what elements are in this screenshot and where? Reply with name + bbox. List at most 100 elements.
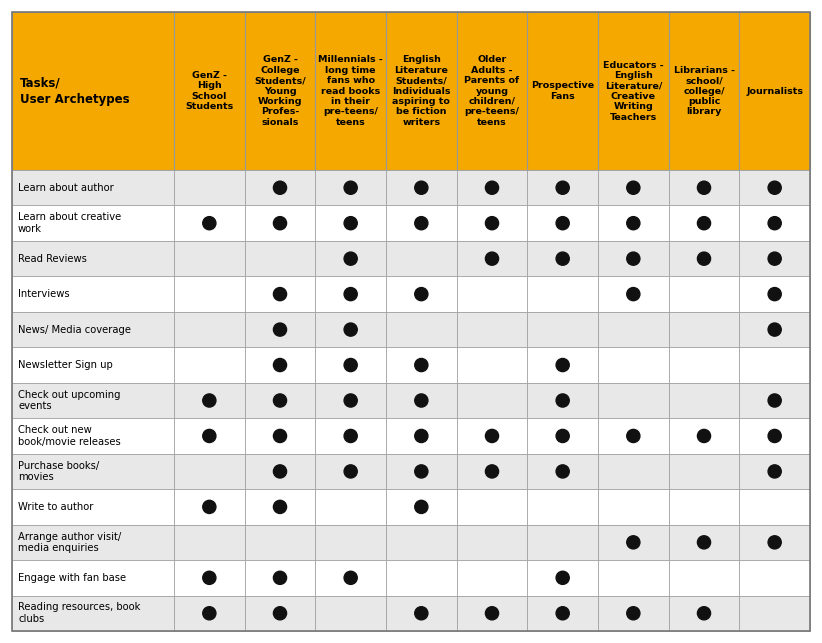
Bar bbox=[457, 454, 528, 489]
Bar bbox=[386, 312, 457, 347]
Circle shape bbox=[556, 217, 570, 230]
Bar bbox=[386, 347, 457, 383]
Circle shape bbox=[344, 287, 358, 301]
Bar bbox=[528, 241, 598, 276]
Bar bbox=[598, 170, 668, 206]
Bar bbox=[528, 454, 598, 489]
Circle shape bbox=[344, 217, 358, 230]
Bar bbox=[174, 276, 245, 312]
Bar bbox=[528, 418, 598, 454]
Text: Reading resources, book
clubs: Reading resources, book clubs bbox=[18, 602, 141, 624]
Text: Librarians -
school/
college/
public
library: Librarians - school/ college/ public lib… bbox=[673, 66, 735, 116]
Bar bbox=[668, 595, 739, 631]
Bar bbox=[12, 560, 174, 595]
Circle shape bbox=[486, 181, 499, 194]
Circle shape bbox=[626, 217, 640, 230]
Bar bbox=[528, 206, 598, 241]
Circle shape bbox=[203, 607, 216, 620]
Circle shape bbox=[344, 430, 358, 442]
Bar bbox=[598, 525, 668, 560]
Circle shape bbox=[626, 607, 640, 620]
Circle shape bbox=[415, 394, 428, 407]
Circle shape bbox=[768, 323, 781, 336]
Text: Millennials -
long time
fans who
read books
in their
pre-teens/
teens: Millennials - long time fans who read bo… bbox=[318, 55, 383, 127]
Circle shape bbox=[274, 430, 287, 442]
Bar bbox=[598, 12, 668, 170]
Bar bbox=[386, 276, 457, 312]
Bar bbox=[668, 418, 739, 454]
Bar bbox=[386, 489, 457, 525]
Bar bbox=[739, 525, 810, 560]
Circle shape bbox=[768, 465, 781, 478]
Bar bbox=[528, 489, 598, 525]
Bar bbox=[386, 595, 457, 631]
Bar bbox=[12, 206, 174, 241]
Bar bbox=[528, 595, 598, 631]
Bar bbox=[174, 241, 245, 276]
Bar bbox=[668, 12, 739, 170]
Bar bbox=[457, 241, 528, 276]
Circle shape bbox=[486, 430, 499, 442]
Bar bbox=[528, 347, 598, 383]
Text: Check out new
book/movie releases: Check out new book/movie releases bbox=[18, 425, 121, 447]
Circle shape bbox=[697, 252, 710, 265]
Text: Interviews: Interviews bbox=[18, 289, 70, 299]
Circle shape bbox=[415, 358, 428, 372]
Circle shape bbox=[274, 571, 287, 584]
Circle shape bbox=[344, 181, 358, 194]
Bar bbox=[668, 525, 739, 560]
Bar bbox=[12, 418, 174, 454]
Circle shape bbox=[274, 607, 287, 620]
Bar bbox=[598, 454, 668, 489]
Bar bbox=[739, 347, 810, 383]
Bar bbox=[316, 560, 386, 595]
Circle shape bbox=[486, 465, 499, 478]
Bar bbox=[739, 595, 810, 631]
Bar bbox=[174, 347, 245, 383]
Bar bbox=[668, 312, 739, 347]
Bar bbox=[386, 525, 457, 560]
Bar bbox=[457, 312, 528, 347]
Circle shape bbox=[274, 358, 287, 372]
Text: Arrange author visit/
media enquiries: Arrange author visit/ media enquiries bbox=[18, 532, 122, 553]
Bar bbox=[174, 560, 245, 595]
Bar bbox=[12, 454, 174, 489]
Bar bbox=[739, 418, 810, 454]
Bar bbox=[668, 489, 739, 525]
Bar bbox=[598, 595, 668, 631]
Circle shape bbox=[697, 217, 710, 230]
Circle shape bbox=[203, 394, 216, 407]
Bar bbox=[457, 12, 528, 170]
Bar bbox=[598, 383, 668, 418]
Bar bbox=[316, 383, 386, 418]
Circle shape bbox=[274, 465, 287, 478]
Bar bbox=[386, 206, 457, 241]
Text: Learn about author: Learn about author bbox=[18, 183, 113, 193]
Bar bbox=[528, 170, 598, 206]
Bar bbox=[528, 276, 598, 312]
Text: Educators -
English
Literature/
Creative
Writing
Teachers: Educators - English Literature/ Creative… bbox=[603, 60, 663, 122]
Circle shape bbox=[344, 252, 358, 265]
Bar bbox=[12, 383, 174, 418]
Bar bbox=[528, 525, 598, 560]
Bar bbox=[245, 560, 316, 595]
Bar bbox=[386, 12, 457, 170]
Bar bbox=[598, 347, 668, 383]
Circle shape bbox=[344, 323, 358, 336]
Bar bbox=[316, 418, 386, 454]
Bar bbox=[739, 170, 810, 206]
Circle shape bbox=[768, 394, 781, 407]
Circle shape bbox=[344, 465, 358, 478]
Circle shape bbox=[697, 536, 710, 549]
Bar bbox=[457, 276, 528, 312]
Bar bbox=[739, 206, 810, 241]
Bar bbox=[739, 383, 810, 418]
Bar bbox=[174, 383, 245, 418]
Text: Prospective
Fans: Prospective Fans bbox=[531, 81, 594, 101]
Bar bbox=[598, 241, 668, 276]
Circle shape bbox=[203, 430, 216, 442]
Bar bbox=[386, 241, 457, 276]
Circle shape bbox=[486, 607, 499, 620]
Bar bbox=[316, 206, 386, 241]
Bar bbox=[598, 489, 668, 525]
